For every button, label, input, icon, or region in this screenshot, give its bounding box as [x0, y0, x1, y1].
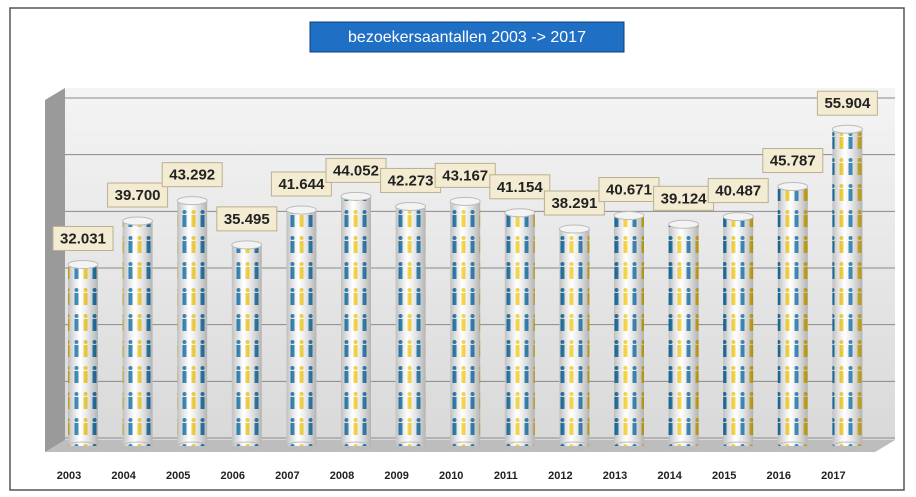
- bar-top: [668, 219, 700, 229]
- value-label: 44.052: [333, 162, 379, 179]
- x-tick-label: 2008: [330, 470, 354, 482]
- value-label: 40.671: [606, 181, 652, 198]
- bar-shade: [177, 200, 208, 446]
- bar-top: [504, 208, 536, 218]
- bar-top: [285, 205, 317, 215]
- x-tick-label: 2004: [111, 470, 136, 482]
- x-tick-label: 2010: [439, 470, 463, 482]
- bar-base: [67, 441, 99, 451]
- x-tick-label: 2013: [603, 470, 627, 482]
- chart-title: bezoekersaantallen 2003 -> 2017: [348, 29, 586, 46]
- bar-base: [122, 441, 154, 451]
- value-label-box: [543, 190, 605, 216]
- bar-top: [449, 196, 481, 206]
- x-tick-label: 2005: [166, 470, 190, 482]
- value-label-box: [653, 185, 715, 211]
- value-label-box: [816, 90, 878, 116]
- value-label-box: [707, 178, 769, 204]
- x-tick-label: 2012: [548, 470, 572, 482]
- bar-base: [340, 441, 372, 451]
- value-label-box: [380, 167, 442, 193]
- value-label-box: [489, 174, 551, 200]
- bar-base: [231, 441, 263, 451]
- value-label: 39.700: [115, 187, 161, 204]
- x-tick-label: 2007: [275, 470, 299, 482]
- value-label-box: [52, 225, 114, 251]
- bar-shade: [614, 215, 644, 446]
- value-label-box: [762, 148, 824, 174]
- bar-top: [558, 224, 590, 234]
- value-label: 45.787: [770, 153, 816, 170]
- x-tick-label: 2011: [494, 470, 518, 482]
- bar-top: [777, 182, 809, 192]
- bar-shade: [286, 210, 317, 446]
- bar-shade: [723, 216, 754, 446]
- bar-base: [395, 441, 427, 451]
- bar-base: [504, 441, 536, 451]
- bar-top: [176, 196, 208, 206]
- bar-base: [285, 441, 317, 451]
- value-label: 55.904: [824, 95, 871, 112]
- bar-base: [558, 441, 590, 451]
- x-tick-label: 2006: [221, 470, 245, 482]
- bar-top: [395, 201, 427, 211]
- bar-top: [831, 124, 863, 134]
- x-tick-label: 2015: [712, 470, 736, 482]
- value-label-box: [161, 162, 223, 188]
- value-label: 35.495: [224, 211, 270, 228]
- bar-base: [176, 441, 208, 451]
- bar-base: [831, 441, 863, 451]
- bar-base: [722, 441, 754, 451]
- bar-base: [668, 441, 700, 451]
- bar-shade: [395, 206, 426, 446]
- bar-top: [722, 212, 754, 222]
- bar-shade: [231, 244, 262, 446]
- value-label: 42.273: [388, 172, 434, 189]
- value-label: 41.154: [497, 179, 544, 196]
- value-label: 43.167: [442, 167, 488, 184]
- bar-top: [231, 240, 263, 250]
- bar-shade: [450, 201, 481, 446]
- value-label: 39.124: [661, 190, 708, 207]
- bar-shade: [122, 221, 153, 446]
- bar-shade: [832, 129, 863, 446]
- side-wall: [45, 88, 65, 452]
- bar-shade: [668, 224, 699, 446]
- bar-top: [67, 259, 99, 269]
- bar-shade: [341, 196, 371, 446]
- bar-top: [122, 216, 154, 226]
- bar-shade: [559, 229, 590, 446]
- value-label-box: [107, 182, 169, 208]
- value-label: 38.291: [551, 195, 597, 212]
- x-tick-label: 2014: [657, 470, 682, 482]
- bar-base: [613, 441, 645, 451]
- x-tick-label: 2017: [821, 470, 845, 482]
- value-label-box: [270, 171, 332, 197]
- bar-base: [449, 441, 481, 451]
- bar-top: [340, 191, 372, 201]
- value-label: 40.487: [715, 183, 761, 200]
- value-label: 41.644: [278, 176, 325, 193]
- x-tick-label: 2016: [767, 470, 791, 482]
- bar-top: [613, 211, 645, 221]
- x-tick-label: 2009: [384, 470, 408, 482]
- x-tick-label: 2003: [57, 470, 81, 482]
- value-label: 43.292: [169, 167, 215, 184]
- title-box: [309, 21, 625, 53]
- bar-shade: [504, 212, 535, 446]
- bar-shade: [68, 264, 98, 446]
- bar-shade: [777, 186, 808, 446]
- value-label: 32.031: [60, 230, 106, 247]
- value-label-box: [216, 206, 278, 232]
- bar-base: [777, 441, 809, 451]
